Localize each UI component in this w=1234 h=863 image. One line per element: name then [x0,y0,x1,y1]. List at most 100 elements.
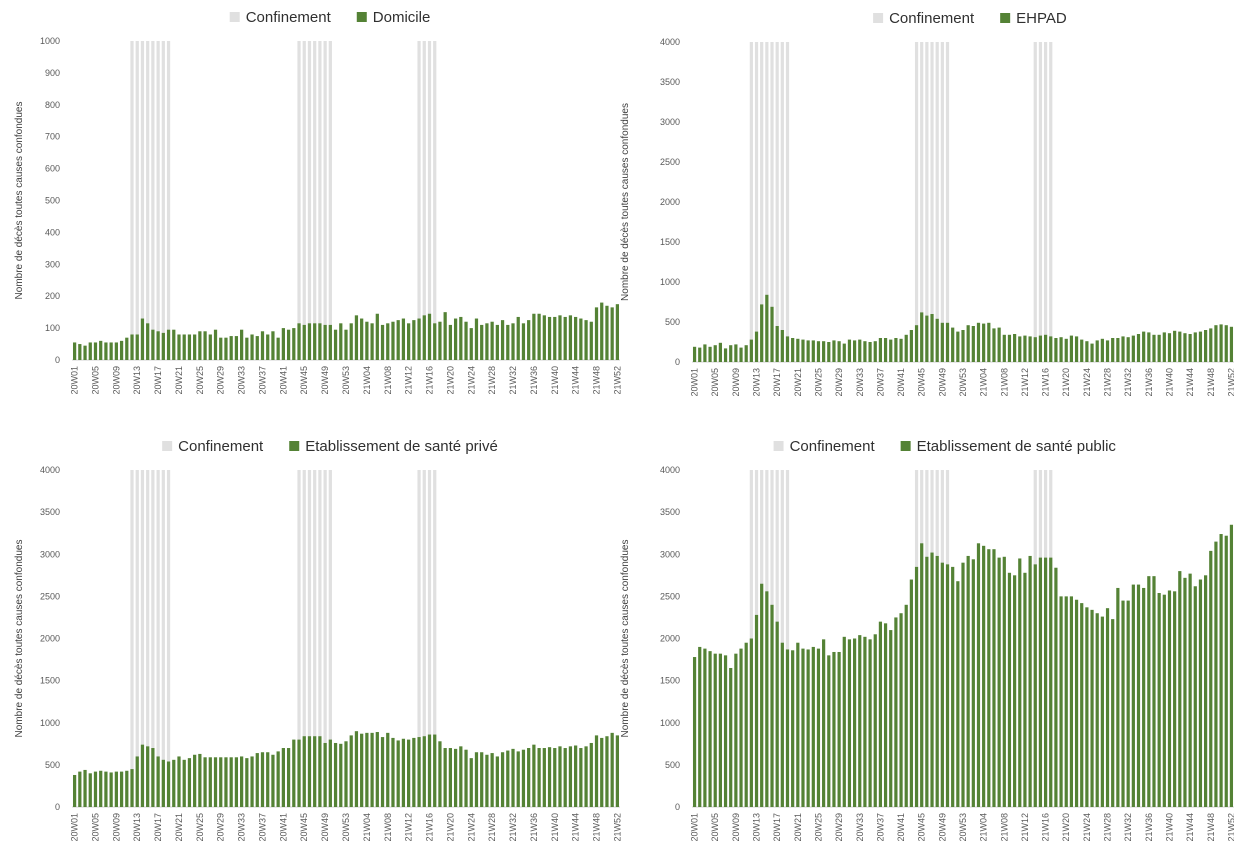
x-tick-label: 20W41 [896,813,906,842]
bar [412,737,416,807]
bar [1152,334,1156,362]
bar [729,345,733,362]
bar [1229,524,1234,807]
bar [904,604,908,807]
bar [982,323,986,362]
x-tick-label: 21W24 [1082,813,1092,842]
x-tick-label: 21W20 [1061,813,1071,842]
bar [422,736,426,807]
bar [713,653,717,807]
bar [1111,619,1115,807]
confinement-bar [920,42,924,362]
confinement-bar [925,42,929,362]
bar [313,736,317,807]
legend-label: Confinement [790,438,876,455]
bar [1229,326,1234,362]
confinement-bar [785,42,790,362]
bar [119,771,124,807]
confinement-bar [945,42,950,362]
bar [744,345,748,362]
bar [114,342,118,360]
bar [610,307,614,360]
bar [485,323,489,360]
bar [1059,337,1063,362]
x-tick-label: 20W37 [875,813,885,842]
confinement-bar [140,470,145,807]
bar [469,758,473,807]
y-axis-label: Nombre de décès toutes causes confondues [14,102,25,300]
bar [708,346,712,362]
confinement-bar [785,470,790,807]
bar [961,562,965,807]
bar [286,748,291,807]
bar [459,316,463,360]
bar [1033,564,1037,807]
bar [229,336,233,360]
confinement-bar [417,470,421,807]
bar [940,562,944,807]
bar [474,752,479,807]
x-tick-label: 20W33 [237,366,247,395]
x-tick-label: 20W53 [341,813,351,842]
bar [307,736,312,807]
bar [365,321,369,360]
x-tick-label: 20W09 [111,366,121,395]
bar [723,348,728,362]
x-tick-label: 20W25 [813,813,823,842]
bar [1209,328,1213,362]
bar [992,549,996,807]
bar [281,328,285,360]
bar [93,771,98,807]
bar [909,579,913,807]
bar [615,304,620,360]
x-tick-label: 20W45 [917,813,927,842]
x-tick-label: 21W44 [571,813,581,842]
bar [1224,535,1228,807]
bar [1188,573,1192,807]
bar [1116,338,1120,362]
bar [987,322,991,362]
bar [313,323,317,360]
bar [83,345,87,360]
y-axis-label: Nombre de décès toutes causes confondues [14,540,25,738]
bar [166,329,171,360]
confinement-bar [1038,42,1043,362]
bar [297,739,301,807]
bar [945,322,950,362]
confinement-bar [146,41,150,360]
x-tick-label: 20W01 [690,368,700,397]
bar [125,770,129,807]
y-tick-label: 1000 [660,277,680,287]
bar [558,746,562,807]
bar [873,341,877,362]
bar [1074,336,1079,362]
y-tick-label: 700 [45,132,60,142]
bar [708,651,712,807]
bar [177,334,181,360]
x-tick-label: 21W52 [1226,813,1234,842]
bar [360,318,364,360]
confinement-bar [754,42,759,362]
bar [827,655,831,807]
bar [749,339,753,362]
bar [547,316,552,360]
bar [780,330,784,362]
bar [1214,541,1218,807]
x-tick-label: 21W52 [612,813,622,842]
bar [386,323,390,360]
bar [1069,596,1074,807]
y-tick-label: 1500 [660,676,680,686]
bar [537,313,541,360]
x-tick-label: 21W28 [487,366,497,395]
bar [250,334,254,360]
x-tick-label: 20W13 [752,813,762,842]
bar [760,304,764,362]
y-tick-label: 500 [665,760,680,770]
bar [1090,609,1094,807]
bar [500,320,505,360]
bar [966,555,970,807]
bar [1157,334,1161,362]
x-tick-label: 21W04 [979,813,989,842]
bar [940,322,944,362]
